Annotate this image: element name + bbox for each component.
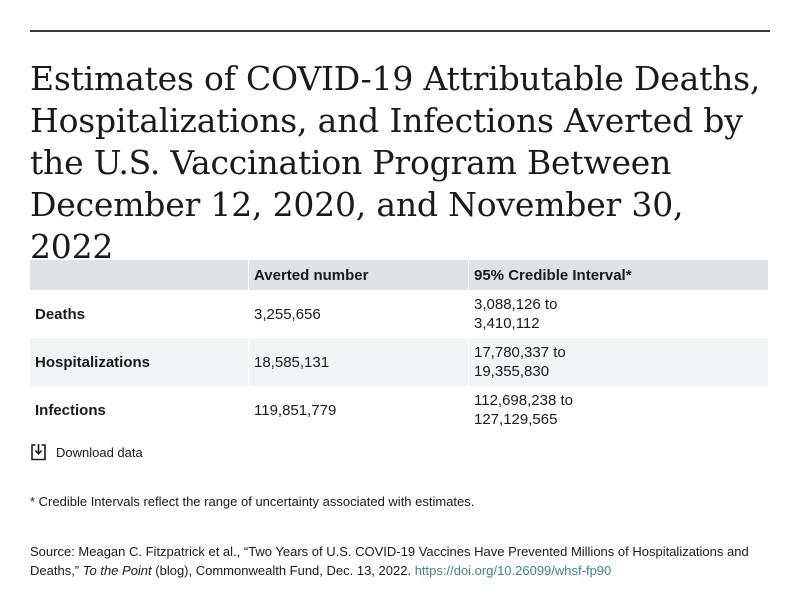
interval-high: 19,355,830: [474, 363, 550, 380]
data-table: Averted number 95% Credible Interval* De…: [30, 260, 768, 434]
table-header-row: Averted number 95% Credible Interval*: [30, 260, 768, 290]
table-row: Deaths 3,255,656 3,088,126 to 3,410,112: [30, 290, 768, 338]
interval-cell-hospitalizations: 17,780,337 to 19,355,830: [468, 338, 768, 386]
column-header-interval: 95% Credible Interval*: [468, 260, 768, 290]
table-row: Infections 119,851,779 112,698,238 to 12…: [30, 386, 768, 434]
averted-value-hospitalizations: 18,585,131: [248, 338, 469, 386]
top-rule: [30, 30, 770, 32]
source-doi-link[interactable]: https://doi.org/10.26099/whsf-fp90: [414, 563, 612, 578]
interval-low: 3,088,126 to: [474, 296, 558, 313]
row-label-infections: Infections: [35, 401, 106, 419]
table-row: Hospitalizations 18,585,131 17,780,337 t…: [30, 338, 768, 386]
chart-title: Estimates of COVID-19 Attributable Death…: [30, 59, 761, 266]
interval-high: 127,129,565: [474, 411, 558, 428]
row-label-deaths: Deaths: [35, 305, 86, 323]
row-label-hospitalizations: Hospitalizations: [30, 338, 249, 386]
interval-cell-infections: 112,698,238 to 127,129,565: [468, 386, 768, 434]
column-header-averted: Averted number: [248, 260, 469, 290]
source-suffix: (blog), Commonwealth Fund, Dec. 13, 2022…: [151, 563, 415, 578]
interval-low: 17,780,337 to: [474, 344, 566, 361]
source-prefix: Source: Meagan C. Fitzpatrick et al., “T…: [30, 544, 749, 578]
source-publication: To the Point: [82, 563, 152, 578]
interval-low: 112,698,238 to: [474, 392, 573, 409]
download-data-button[interactable]: Download data: [30, 443, 143, 461]
source-note: Source: Meagan C. Fitzpatrick et al., “T…: [30, 542, 770, 580]
footnote: * Credible Intervals reflect the range o…: [30, 494, 475, 509]
download-icon: [31, 444, 46, 461]
interval-cell-deaths: 3,088,126 to 3,410,112: [468, 290, 768, 338]
averted-value-infections: 119,851,779: [248, 386, 469, 434]
averted-value-deaths: 3,255,656: [248, 290, 469, 338]
column-header-label: [30, 260, 249, 290]
download-label: Download data: [56, 444, 143, 460]
interval-high: 3,410,112: [474, 315, 540, 332]
